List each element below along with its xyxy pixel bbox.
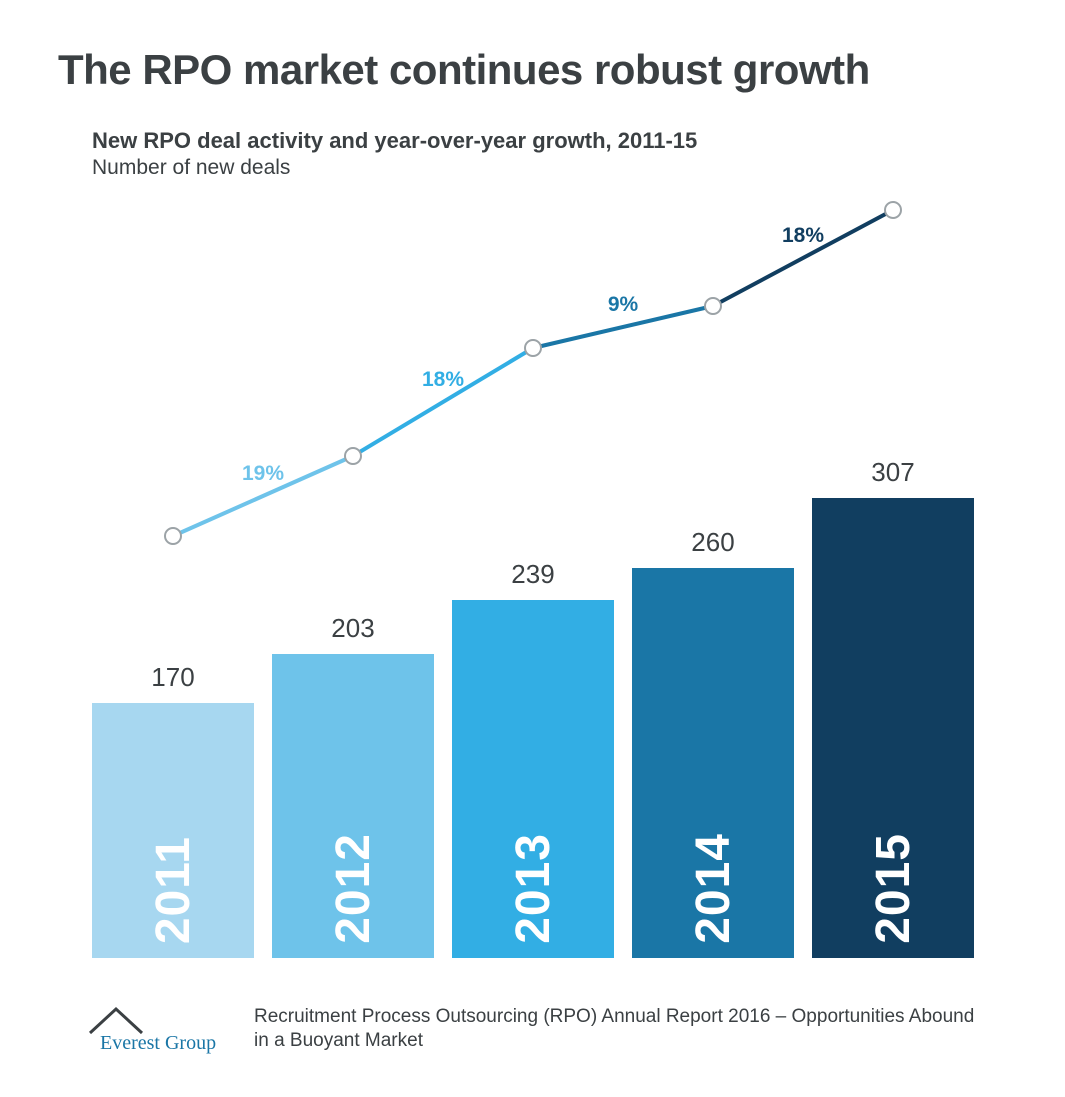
bar-value-label: 203: [331, 613, 374, 644]
chart-subtitle-plain: Number of new deals: [92, 156, 1009, 180]
page: The RPO market continues robust growth N…: [0, 0, 1065, 1097]
bar-year-label: 2012: [326, 833, 381, 944]
bar-value-label: 170: [151, 662, 194, 693]
bar: 2015: [812, 498, 974, 959]
growth-pct-label: 9%: [608, 293, 638, 317]
bar: 2013: [452, 600, 614, 959]
growth-pct-label: 19%: [242, 462, 284, 486]
bar-slot: 203 2012: [272, 198, 434, 958]
bar-value-label: 260: [691, 527, 734, 558]
bar-slot: 307 2015: [812, 198, 974, 958]
page-title: The RPO market continues robust growth: [58, 46, 1009, 94]
bar-slot: 260 2014: [632, 198, 794, 958]
bar-value-label: 239: [511, 559, 554, 590]
bar: 2012: [272, 654, 434, 959]
bar-year-label: 2014: [686, 833, 741, 944]
logo-text: Everest Group: [100, 1032, 216, 1054]
combo-chart: 17020112032012239201326020143072015 19%1…: [92, 198, 974, 958]
bar-year-label: 2011: [146, 836, 201, 944]
subtitle-block: New RPO deal activity and year-over-year…: [92, 128, 1009, 180]
bar: 2011: [92, 703, 254, 958]
everest-group-logo: Everest Group: [86, 1003, 236, 1055]
growth-pct-label: 18%: [422, 368, 464, 392]
growth-pct-label: 18%: [782, 224, 824, 248]
bar-slot: 170 2011: [92, 198, 254, 958]
bar-slot: 239 2013: [452, 198, 614, 958]
bar: 2014: [632, 568, 794, 958]
bar-year-label: 2015: [866, 833, 921, 944]
logo-roof-icon: [90, 1009, 142, 1033]
footer: Everest Group Recruitment Process Outsou…: [86, 1003, 986, 1055]
bar-year-label: 2013: [506, 833, 561, 944]
bar-value-label: 307: [871, 457, 914, 488]
chart-subtitle-bold: New RPO deal activity and year-over-year…: [92, 128, 1009, 154]
footer-caption: Recruitment Process Outsourcing (RPO) An…: [254, 1005, 986, 1053]
bar-series: 170 2011 203 2012 239 2013 260 2014 307 2015: [92, 198, 974, 958]
